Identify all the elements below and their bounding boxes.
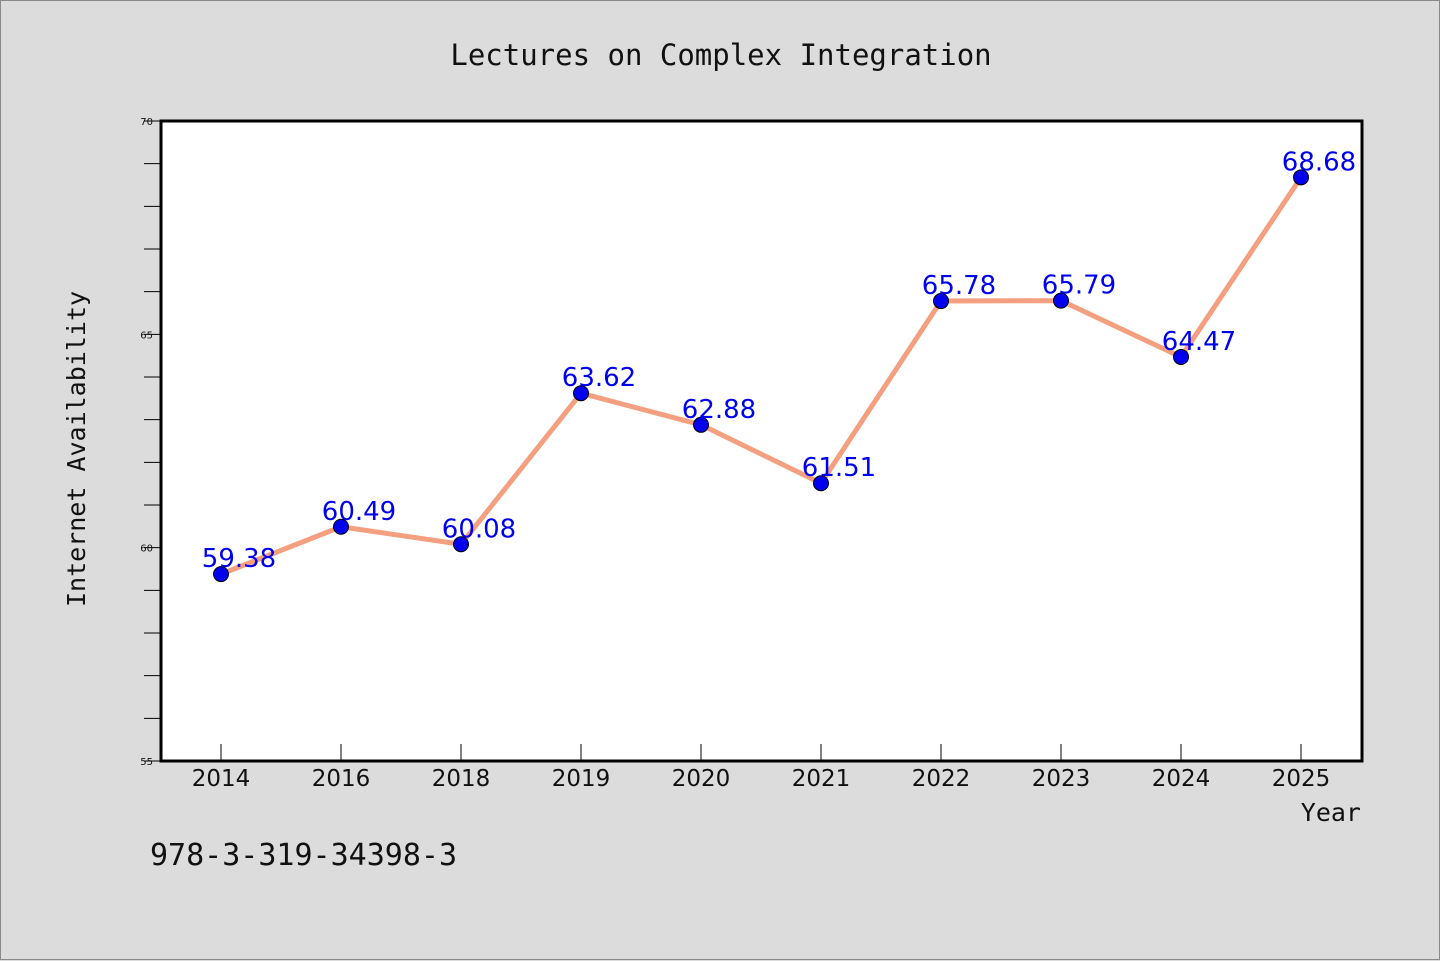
data-point: [1173, 348, 1189, 365]
data-markers: [213, 169, 1309, 583]
x-tick-label: 2024: [1152, 766, 1211, 792]
data-labels: 59.38 60.49 60.08 63.62 62.88 61.51 65.78 65.79…: [202, 147, 1356, 574]
data-label: 63.62: [562, 363, 636, 393]
series-line-group: [218, 174, 1304, 577]
data-label: 59.38: [202, 544, 276, 574]
x-tick-label: 2022: [912, 766, 971, 792]
y-tick-label: 70: [140, 117, 153, 128]
data-point: [453, 536, 469, 553]
data-point: [333, 518, 349, 535]
y-axis-label: Internet Availability: [62, 291, 91, 607]
x-tick-label: 2023: [1032, 766, 1091, 792]
data-label: 60.08: [442, 514, 516, 544]
x-tick-label: 2014: [192, 766, 251, 792]
y-axis-ticks: 55 60 65 70: [140, 117, 161, 768]
x-tick-label: 2025: [1272, 766, 1331, 792]
data-label: 61.51: [802, 453, 876, 483]
data-label: 62.88: [682, 395, 756, 425]
series-line: [218, 174, 1304, 577]
data-label: 65.79: [1042, 271, 1116, 301]
data-point: [813, 475, 829, 492]
chart-title: Lectures on Complex Integration: [450, 38, 991, 72]
x-tick-label: 2019: [552, 766, 611, 792]
x-axis-label: Year: [1301, 798, 1361, 827]
data-label: 60.49: [322, 497, 396, 527]
data-point: [1053, 292, 1069, 309]
data-point: [213, 566, 229, 583]
y-tick-label: 55: [140, 757, 153, 768]
data-label: 64.47: [1162, 327, 1236, 357]
y-tick-label: 60: [140, 544, 153, 555]
data-point: [573, 385, 589, 402]
data-point: [933, 293, 949, 310]
data-label: 68.68: [1282, 147, 1356, 177]
x-tick-label: 2021: [792, 766, 851, 792]
x-tick-label: 2016: [312, 766, 371, 792]
y-tick-label: 65: [140, 330, 153, 341]
plot-area: [159, 119, 1364, 763]
footer-code: 978-3-319-34398-3: [150, 838, 457, 873]
x-tick-label: 2020: [672, 766, 731, 792]
x-tick-label: 2018: [432, 766, 491, 792]
data-label: 65.78: [922, 271, 996, 301]
x-axis-ticks: 2014 2016 2018 2019 2020 2021 2022 2023 2024 2025: [192, 744, 1331, 792]
data-point: [693, 416, 709, 433]
data-point: [1293, 169, 1309, 186]
